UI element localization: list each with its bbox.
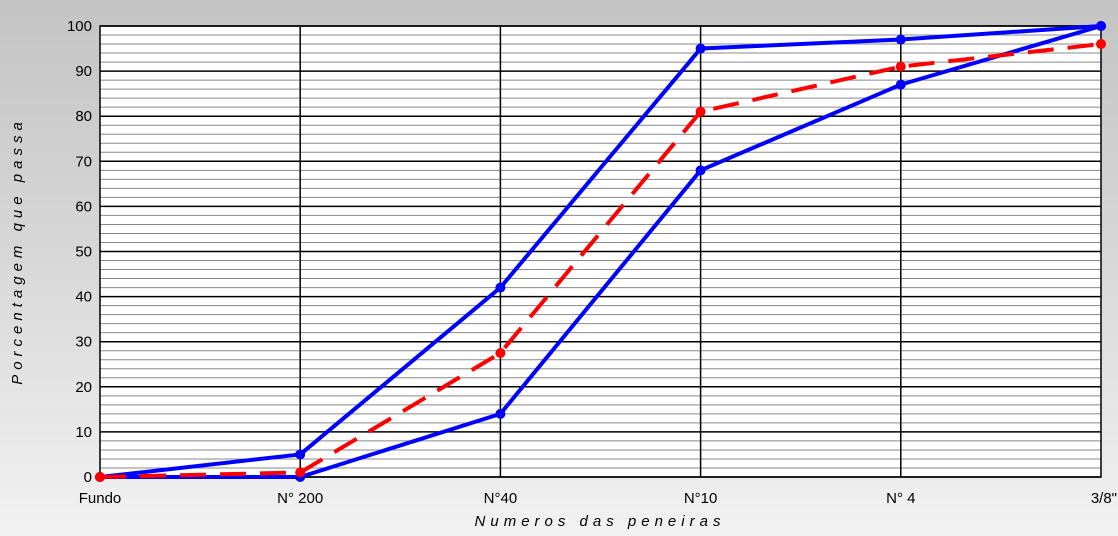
series-3-point <box>1096 39 1106 50</box>
x-axis-title: Numeros das peneiras <box>475 513 726 530</box>
y-tick-label: 90 <box>75 63 92 80</box>
x-tick-label: N°10 <box>684 490 718 507</box>
series-3-point <box>95 472 105 482</box>
series-3-point <box>695 106 706 117</box>
major-gridlines <box>100 25 1101 478</box>
minor-gridlines <box>100 34 1101 469</box>
y-tick-labels: 0 10 20 30 40 50 60 70 80 90 100 <box>67 18 92 486</box>
y-tick-label: 70 <box>75 153 92 170</box>
y-tick-label: 80 <box>75 108 92 125</box>
series-1-point <box>695 43 706 54</box>
y-tick-label: 100 <box>67 18 92 35</box>
x-tick-label: N° 200 <box>277 490 323 507</box>
series-1-point <box>895 34 906 45</box>
series-1-point <box>495 282 506 293</box>
series-layer <box>95 21 1106 482</box>
series-2-point <box>895 79 906 90</box>
series-2-point <box>1096 21 1106 31</box>
y-axis-title: Porcentagem que passa <box>9 117 26 385</box>
x-tick-label: N°40 <box>484 490 518 507</box>
series-3-point <box>895 61 906 72</box>
y-tick-label: 60 <box>75 198 92 215</box>
series-line-1 <box>99 24 1102 479</box>
y-tick-label: 20 <box>75 379 92 396</box>
series-3-point <box>295 467 306 478</box>
series-3-point <box>495 347 506 358</box>
y-tick-label: 40 <box>75 289 92 306</box>
x-tick-label: 3/8" <box>1091 490 1117 507</box>
series-1-point <box>295 449 306 460</box>
series-2-point <box>695 165 706 176</box>
series-2-point <box>495 408 506 419</box>
x-tick-labels: Fundo N° 200 N°40 N°10 N° 4 3/8" <box>79 490 1117 507</box>
y-tick-label: 0 <box>84 469 92 486</box>
plot-frame <box>99 25 1102 478</box>
x-tick-label: N° 4 <box>886 490 915 507</box>
series-line-3 <box>99 42 1102 479</box>
series-line-2 <box>100 24 1102 479</box>
y-tick-label: 30 <box>75 334 92 351</box>
x-tick-label: Fundo <box>79 490 122 507</box>
y-tick-label: 10 <box>75 424 92 441</box>
y-tick-label: 50 <box>75 244 92 261</box>
